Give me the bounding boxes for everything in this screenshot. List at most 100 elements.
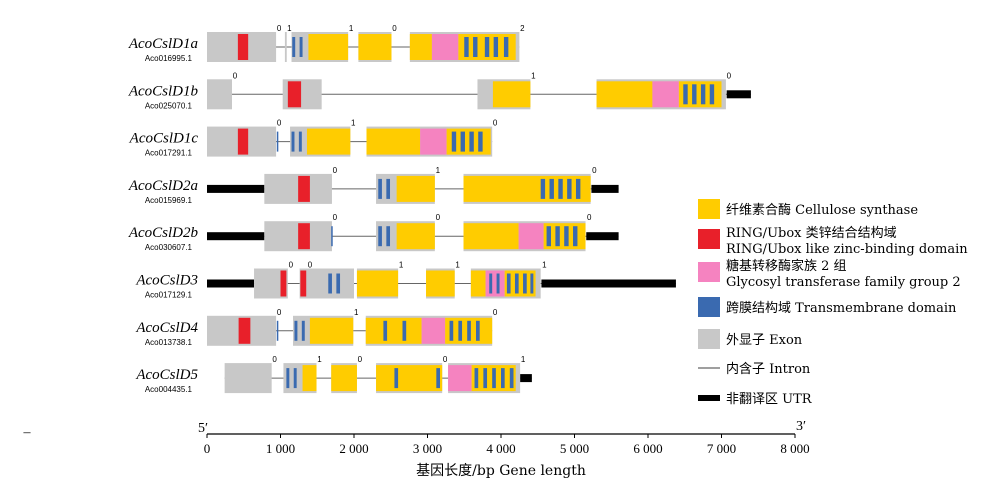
transmembrane-domain: [478, 131, 483, 152]
transmembrane-domain: [483, 368, 488, 389]
transmembrane-domain: [501, 368, 505, 389]
gene-name: AcoCslD2a: [128, 178, 198, 194]
transmembrane-domain: [493, 37, 499, 57]
legend-item-exon: 外显子 Exon: [698, 329, 803, 349]
gene-id: Aco017129.1: [145, 291, 193, 300]
cellulose-synthase-domain: [331, 365, 357, 392]
gene-id: Aco015969.1: [145, 196, 193, 205]
transmembrane-domain: [394, 368, 399, 389]
intron-phase-label: 1: [354, 308, 359, 317]
axis-tick-label: 4 000: [486, 441, 515, 456]
transmembrane-domain: [503, 37, 509, 57]
ring-ubox-domain: [287, 81, 302, 108]
gene-name: AcoCslD1c: [129, 131, 199, 147]
transmembrane-domain: [451, 131, 457, 152]
gene-row: AcoCslD3 Aco017129.1 0 0 1 1 1: [135, 261, 676, 300]
legend-swatch: [698, 329, 720, 349]
cellulose-synthase-domain: [308, 34, 349, 60]
glycosyl-domain: [420, 128, 447, 155]
transmembrane-domain: [496, 273, 500, 294]
intron-phase-label: 0: [277, 308, 282, 317]
three-prime-label: 3′: [796, 419, 806, 434]
utr-segment: [541, 279, 676, 288]
ring-ubox-domain: [298, 175, 310, 202]
stray-mark: –: [23, 425, 32, 440]
transmembrane-domain: [709, 84, 715, 105]
axis-tick-label: 0: [204, 441, 211, 456]
transmembrane-domain: [328, 273, 332, 294]
exon-block: [224, 363, 272, 394]
transmembrane-domain: [555, 226, 560, 247]
intron-phase-label: 1: [521, 355, 526, 364]
transmembrane-domain: [506, 273, 511, 294]
transmembrane-domain: [291, 131, 295, 152]
legend-label: RING/Ubox 类锌结合结构域: [726, 226, 897, 241]
exon-block: [264, 221, 332, 252]
gene-row: AcoCslD4 Aco013738.1 0 1 0: [135, 308, 498, 347]
utr-segment: [520, 374, 532, 383]
gene-id: Aco025070.1: [145, 101, 193, 110]
legend-label: 非翻译区 UTR: [726, 392, 813, 407]
cellulose-synthase-domain: [366, 128, 421, 155]
intron-phase-label: 2: [520, 24, 525, 33]
transmembrane-domain: [301, 320, 305, 341]
axis-tick-label: 5 000: [560, 441, 589, 456]
gene-name: AcoCslD4: [135, 320, 198, 336]
cellulose-synthase-domain: [426, 270, 455, 297]
transmembrane-domain: [564, 226, 569, 247]
legend-swatch: [698, 297, 720, 317]
gene-name: AcoCslD5: [135, 367, 198, 383]
cellulose-synthase-domain: [463, 175, 591, 202]
five-prime-label: 5′: [198, 421, 208, 436]
axis-tick-label: 6 000: [633, 441, 662, 456]
glycosyl-domain: [485, 270, 505, 297]
transmembrane-domain: [549, 178, 554, 199]
legend-label: 纤维素合酶 Cellulose synthase: [726, 202, 918, 218]
cellulose-synthase-domain: [396, 175, 435, 202]
transmembrane-domain: [378, 226, 382, 247]
transmembrane-domain: [286, 368, 290, 389]
cellulose-synthase-domain: [356, 270, 399, 297]
gene-id: Aco016995.1: [145, 54, 193, 63]
intron-phase-label: 0: [289, 261, 294, 270]
transmembrane-domain: [386, 226, 391, 247]
intron-phase-label: 1: [531, 71, 536, 80]
intron-phase-label: 0: [436, 213, 441, 222]
transmembrane-domain: [298, 131, 302, 152]
legend-item-utr: 非翻译区 UTR: [698, 392, 813, 407]
legend-swatch: [698, 262, 720, 282]
glycosyl-domain: [518, 223, 544, 250]
axis-tick-label: 8 000: [780, 441, 809, 456]
intron-phase-label: 0: [358, 355, 363, 364]
transmembrane-domain: [383, 320, 388, 341]
utr-segment: [207, 184, 265, 193]
glycosyl-domain: [431, 34, 459, 60]
transmembrane-domain: [530, 273, 534, 294]
gene-name: AcoCslD1a: [128, 36, 198, 52]
transmembrane-domain: [509, 368, 514, 389]
intron-phase-label: 1: [436, 166, 441, 175]
intron-phase-label: 1: [351, 119, 356, 128]
transmembrane-domain: [484, 37, 490, 57]
cellulose-synthase-domain: [596, 81, 653, 108]
glycosyl-domain: [652, 81, 679, 108]
intron-phase-label: 0: [308, 261, 313, 270]
gene-id: Aco017291.1: [145, 149, 193, 158]
transmembrane-domain: [514, 273, 519, 294]
cellulose-synthase-domain: [309, 317, 354, 344]
intron-phase-label: 0: [493, 308, 498, 317]
exon-block: [284, 32, 287, 62]
axis-title: 基因长度/bp Gene length: [416, 462, 586, 479]
cellulose-synthase-domain: [396, 223, 435, 250]
exon-block: [207, 79, 232, 110]
legend-swatch: [698, 199, 720, 219]
cellulose-synthase-domain: [409, 34, 432, 60]
ring-ubox-domain: [237, 34, 249, 60]
transmembrane-domain: [464, 37, 469, 57]
transmembrane-domain: [276, 320, 279, 341]
intron-phase-label: 0: [443, 355, 448, 364]
axis-tick-label: 1 000: [266, 441, 295, 456]
cellulose-synthase-domain: [302, 365, 317, 392]
